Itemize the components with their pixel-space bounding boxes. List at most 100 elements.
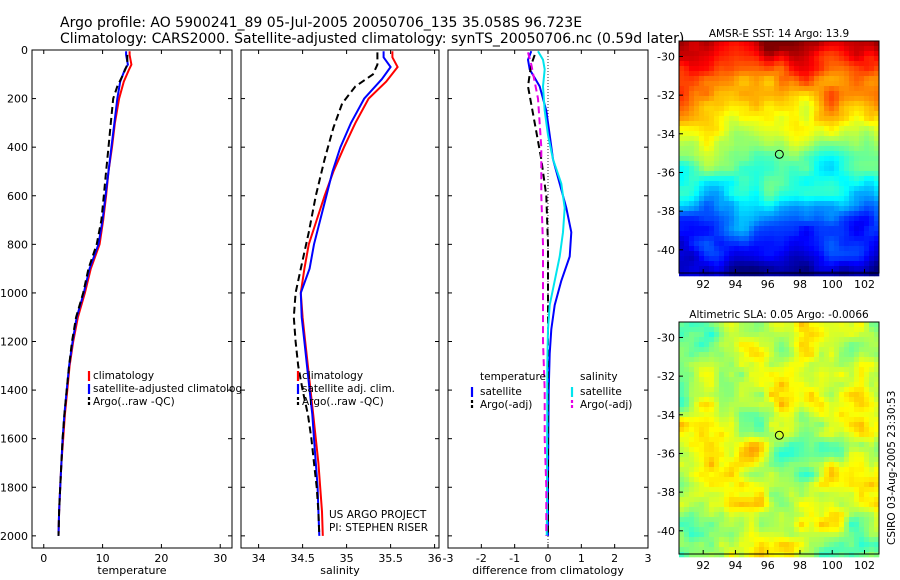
map-cell <box>839 66 845 72</box>
map-frame <box>678 321 880 555</box>
map-cell <box>794 527 800 533</box>
map-cell <box>689 141 695 147</box>
map-cell <box>709 146 715 152</box>
map-cell <box>754 181 760 187</box>
map-cell <box>694 266 700 272</box>
map-cell <box>794 86 800 92</box>
map-cell <box>839 532 845 538</box>
map-cell <box>784 186 790 192</box>
y-tick-label: 0 <box>21 44 28 57</box>
map-cell <box>744 517 750 523</box>
map-cell <box>684 442 690 448</box>
map-cell <box>804 161 810 167</box>
map-cell <box>714 101 720 107</box>
map-cell <box>729 251 735 257</box>
map-cell <box>684 46 690 52</box>
map-cell <box>839 271 845 277</box>
map-cell <box>749 352 755 358</box>
map-cell <box>784 126 790 132</box>
map-cell <box>814 497 820 503</box>
map-cell <box>759 131 765 137</box>
map-cell <box>814 81 820 87</box>
map-cell <box>749 261 755 267</box>
map-cell <box>734 412 740 418</box>
map-cell <box>729 442 735 448</box>
map-cell <box>784 517 790 523</box>
map-cell <box>799 362 805 368</box>
map-cell <box>819 477 825 483</box>
map-cell <box>809 347 815 353</box>
map-cell <box>704 427 710 433</box>
map-cell <box>694 51 700 57</box>
map-cell <box>849 512 855 518</box>
map-cell <box>839 46 845 52</box>
map-cell <box>744 126 750 132</box>
map-cell <box>714 191 720 197</box>
map-cell <box>809 261 815 267</box>
map-cell <box>754 111 760 117</box>
map-cell <box>799 211 805 217</box>
map-cell <box>764 46 770 52</box>
map-cell <box>819 211 825 217</box>
map-cell <box>749 226 755 232</box>
map-cell <box>679 206 685 212</box>
map-cell <box>764 362 770 368</box>
map-cell <box>794 502 800 508</box>
map-cell <box>719 151 725 157</box>
map-cell <box>824 191 830 197</box>
map-cell <box>729 61 735 67</box>
map-cell <box>779 176 785 182</box>
map-cell <box>809 402 815 408</box>
map-cell <box>784 51 790 57</box>
map-cell <box>759 111 765 117</box>
map-cell <box>804 46 810 52</box>
map-cell <box>844 266 850 272</box>
map-cell <box>699 527 705 533</box>
map-cell <box>804 537 810 543</box>
map-cell <box>749 357 755 363</box>
map-cell <box>874 527 880 533</box>
map-cell <box>739 81 745 87</box>
map-cell <box>809 146 815 152</box>
map-cell <box>694 342 700 348</box>
map-cell <box>744 447 750 453</box>
map-cell <box>844 76 850 82</box>
map-cell <box>704 547 710 553</box>
map-cell <box>764 161 770 167</box>
map-cell <box>774 417 780 423</box>
map-cell <box>869 532 875 538</box>
map-cell <box>694 151 700 157</box>
map-cell <box>724 397 730 403</box>
map-cell <box>854 537 860 543</box>
map-cell <box>849 121 855 127</box>
map-cell <box>839 322 845 328</box>
map-cell <box>704 56 710 62</box>
map-cell <box>874 437 880 443</box>
map-cell <box>864 201 870 207</box>
map-cell <box>859 527 865 533</box>
map-cell <box>699 201 705 207</box>
map-cell <box>789 477 795 483</box>
map-cell <box>829 271 835 277</box>
map-cell <box>839 527 845 533</box>
map-cell <box>784 111 790 117</box>
map-cell <box>824 402 830 408</box>
map-cell <box>709 71 715 77</box>
map-cell <box>749 76 755 82</box>
map-cell <box>859 91 865 97</box>
map-cell <box>684 537 690 543</box>
map-cell <box>774 126 780 132</box>
map-cell <box>739 116 745 122</box>
map-cell <box>679 211 685 217</box>
map-cell <box>804 482 810 488</box>
map-cell <box>749 126 755 132</box>
map-cell <box>734 357 740 363</box>
map-cell <box>864 51 870 57</box>
map-cell <box>684 51 690 57</box>
map-cell <box>774 427 780 433</box>
map-cell <box>839 146 845 152</box>
map-cell <box>734 171 740 177</box>
map-cell <box>689 472 695 478</box>
map-cell <box>729 101 735 107</box>
map-cell <box>799 131 805 137</box>
